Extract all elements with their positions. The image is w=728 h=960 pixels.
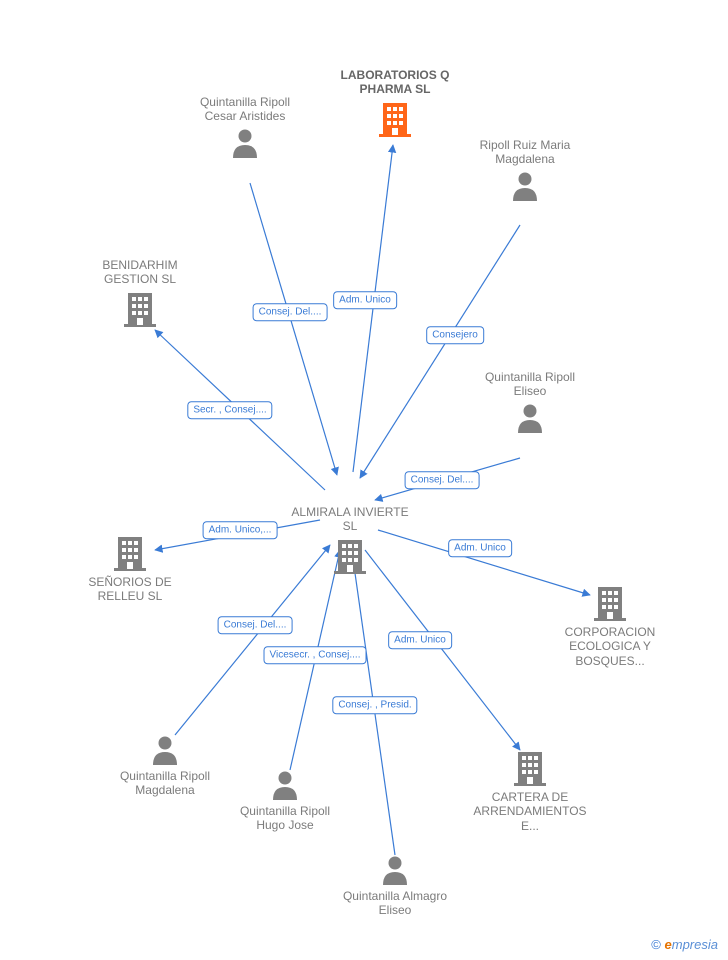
node-ripoll_ruiz[interactable]: Ripoll Ruiz Maria Magdalena: [465, 138, 585, 201]
edge-line: [360, 225, 520, 478]
building-icon: [550, 585, 670, 621]
edge-label: Consej. Del....: [218, 616, 293, 634]
building-icon: [70, 535, 190, 571]
node-label: Quintanilla Ripoll Eliseo: [470, 370, 590, 399]
node-label: Quintanilla Ripoll Hugo Jose: [225, 804, 345, 833]
person-icon: [185, 128, 305, 158]
person-icon: [470, 403, 590, 433]
edge-label: Consejero: [426, 326, 484, 344]
person-icon: [335, 855, 455, 885]
node-corporacion[interactable]: CORPORACION ECOLOGICA Y BOSQUES...: [550, 585, 670, 668]
edge-label: Adm. Unico: [388, 631, 452, 649]
node-label: CORPORACION ECOLOGICA Y BOSQUES...: [550, 625, 670, 668]
node-center[interactable]: ALMIRALA INVIERTE SL: [290, 505, 410, 574]
edge-label: Consej. , Presid.: [332, 696, 417, 714]
node-benidarhim[interactable]: BENIDARHIM GESTION SL: [80, 258, 200, 327]
edge-label: Consej. Del....: [253, 303, 328, 321]
edge-label: Adm. Unico: [333, 291, 397, 309]
building-icon: [335, 101, 455, 137]
edges-layer: [0, 0, 728, 960]
node-qr_hugo[interactable]: Quintanilla Ripoll Hugo Jose: [225, 770, 345, 833]
node-label: SEÑORIOS DE RELLEU SL: [70, 575, 190, 604]
node-qr_cesar[interactable]: Quintanilla Ripoll Cesar Aristides: [185, 95, 305, 158]
edge-label: Consej. Del....: [405, 471, 480, 489]
copyright: © empresia: [651, 937, 718, 952]
node-label: CARTERA DE ARRENDAMIENTOS E...: [470, 790, 590, 833]
edge-label: Adm. Unico,...: [203, 521, 278, 539]
person-icon: [465, 171, 585, 201]
node-qr_eliseo[interactable]: Quintanilla Ripoll Eliseo: [470, 370, 590, 433]
building-icon: [470, 750, 590, 786]
node-lab[interactable]: LABORATORIOS Q PHARMA SL: [335, 68, 455, 137]
node-senorios[interactable]: SEÑORIOS DE RELLEU SL: [70, 535, 190, 604]
person-icon: [225, 770, 345, 800]
copyright-brand: empresia: [665, 937, 718, 952]
node-label: Quintanilla Almagro Eliseo: [335, 889, 455, 918]
person-icon: [105, 735, 225, 765]
building-icon: [290, 538, 410, 574]
node-label: Quintanilla Ripoll Magdalena: [105, 769, 225, 798]
node-label: BENIDARHIM GESTION SL: [80, 258, 200, 287]
node-label: ALMIRALA INVIERTE SL: [290, 505, 410, 534]
node-q_almagro[interactable]: Quintanilla Almagro Eliseo: [335, 855, 455, 918]
node-label: Ripoll Ruiz Maria Magdalena: [465, 138, 585, 167]
edge-line: [365, 550, 520, 750]
node-qr_magdalena[interactable]: Quintanilla Ripoll Magdalena: [105, 735, 225, 798]
edge-label: Secr. , Consej....: [187, 401, 272, 419]
node-cartera[interactable]: CARTERA DE ARRENDAMIENTOS E...: [470, 750, 590, 833]
edge-label: Vicesecr. , Consej....: [264, 646, 367, 664]
copyright-symbol: ©: [651, 937, 661, 952]
edge-label: Adm. Unico: [448, 539, 512, 557]
building-icon: [80, 291, 200, 327]
node-label: LABORATORIOS Q PHARMA SL: [335, 68, 455, 97]
node-label: Quintanilla Ripoll Cesar Aristides: [185, 95, 305, 124]
